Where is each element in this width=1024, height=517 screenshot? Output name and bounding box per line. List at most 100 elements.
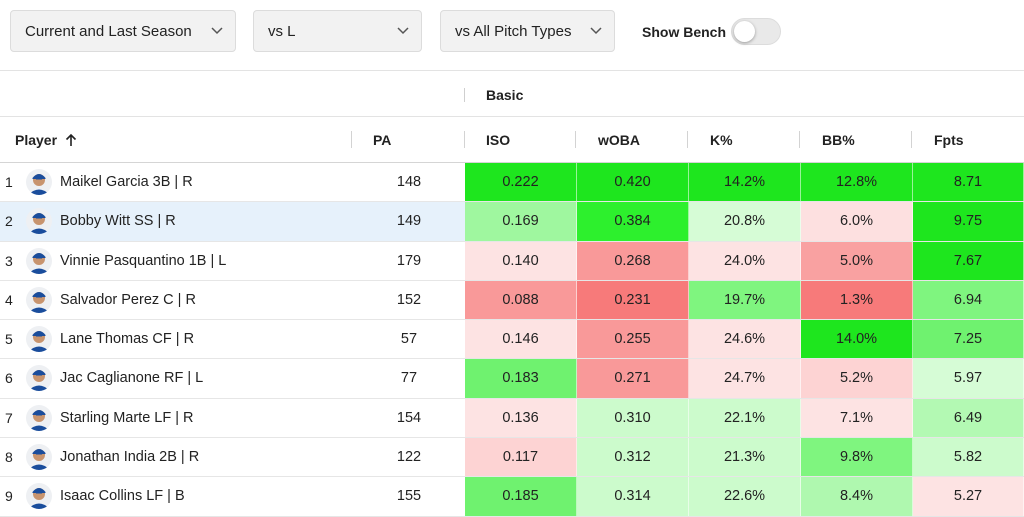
show-bench-label: Show Bench <box>642 24 727 40</box>
fpts-cell: 7.67 <box>913 241 1024 280</box>
fpts-cell: 7.25 <box>913 320 1024 359</box>
season-dropdown[interactable]: Current and Last Season <box>10 10 236 52</box>
bb-pct-cell: 7.1% <box>801 398 913 438</box>
pa-cell: 152 <box>396 291 422 308</box>
table-row[interactable]: 1 Maikel Garcia 3B | R 148 0.222 0.420 14.2% 1… <box>0 163 1024 203</box>
handedness-dropdown[interactable]: vs L <box>253 10 422 52</box>
column-separator <box>799 131 800 148</box>
iso-cell: 0.117 <box>465 438 577 477</box>
k-pct-cell: 24.7% <box>689 359 801 398</box>
handedness-dropdown-label: vs L <box>268 22 296 40</box>
player-name[interactable]: Isaac Collins LF | B <box>60 488 185 505</box>
column-header-pa[interactable]: PA <box>373 132 392 148</box>
column-header-woba[interactable]: wOBA <box>598 132 640 148</box>
fpts-cell: 5.97 <box>913 359 1024 398</box>
column-separator <box>575 131 576 148</box>
iso-cell: 0.088 <box>465 280 577 320</box>
fpts-cell: 5.27 <box>913 477 1024 516</box>
table-row[interactable]: 2 Bobby Witt SS | R 149 0.169 0.384 20.8% 6.0%… <box>0 202 1024 242</box>
table-row[interactable]: 4 Salvador Perez C | R 152 0.088 0.231 19.7% 1… <box>0 280 1024 321</box>
player-headshot-icon <box>26 169 52 195</box>
player-headshot-icon <box>26 326 52 353</box>
player-name[interactable]: Jonathan India 2B | R <box>60 449 200 466</box>
column-header-bb-pct[interactable]: BB% <box>822 132 855 148</box>
player-name[interactable]: Vinnie Pasquantino 1B | L <box>60 252 227 269</box>
iso-cell: 0.222 <box>465 163 577 202</box>
column-group-header: Basic <box>0 70 1024 117</box>
woba-cell: 0.384 <box>577 202 689 241</box>
player-name[interactable]: Bobby Witt SS | R <box>60 213 176 230</box>
player-name[interactable]: Salvador Perez C | R <box>60 291 196 308</box>
player-headshot-icon <box>26 365 52 392</box>
stats-table: Basic Player PA ISO wOBA K% BB% Fpts 1 Ma… <box>0 70 1024 517</box>
rank-number: 4 <box>5 291 13 308</box>
show-bench-toggle[interactable] <box>731 18 781 45</box>
table-row[interactable]: 5 Lane Thomas CF | R 57 0.146 0.255 24.6% 14.0… <box>0 320 1024 360</box>
toggle-knob <box>734 21 755 42</box>
k-pct-cell: 22.6% <box>689 477 801 516</box>
pa-cell: 179 <box>396 252 422 269</box>
iso-cell: 0.136 <box>465 398 577 438</box>
arrow-up-icon <box>65 133 77 146</box>
bb-pct-cell: 6.0% <box>801 202 913 241</box>
player-info: 6 Jac Caglianone RF | L 77 <box>0 359 465 397</box>
iso-cell: 0.140 <box>465 241 577 280</box>
rank-number: 8 <box>5 449 13 466</box>
bb-pct-cell: 1.3% <box>801 280 913 320</box>
filter-toolbar: Current and Last Season vs L vs All Pitc… <box>0 0 1024 70</box>
fpts-cell: 9.75 <box>913 202 1024 241</box>
player-headshot-icon <box>26 208 52 235</box>
player-info: 4 Salvador Perez C | R 152 <box>0 281 465 319</box>
column-header-player[interactable]: Player <box>15 132 77 148</box>
woba-cell: 0.231 <box>577 280 689 320</box>
column-separator <box>464 131 465 148</box>
pa-cell: 122 <box>396 449 422 466</box>
rank-number: 6 <box>5 370 13 387</box>
column-header-iso[interactable]: ISO <box>486 132 511 148</box>
chevron-down-icon <box>211 27 223 35</box>
fpts-cell: 8.71 <box>913 163 1024 202</box>
rank-number: 5 <box>5 331 13 348</box>
column-separator <box>351 131 352 148</box>
table-row[interactable]: 6 Jac Caglianone RF | L 77 0.183 0.271 24.7% 5… <box>0 359 1024 399</box>
player-headshot-icon <box>26 286 52 313</box>
pitch-type-dropdown[interactable]: vs All Pitch Types <box>440 10 615 52</box>
woba-cell: 0.420 <box>577 163 689 202</box>
table-row[interactable]: 3 Vinnie Pasquantino 1B | L 179 0.140 0.268 2… <box>0 241 1024 281</box>
bb-pct-cell: 9.8% <box>801 438 913 477</box>
k-pct-cell: 21.3% <box>689 438 801 477</box>
player-name[interactable]: Lane Thomas CF | R <box>60 331 195 348</box>
column-header-player-label: Player <box>15 132 58 148</box>
player-info: 1 Maikel Garcia 3B | R 148 <box>0 163 465 201</box>
iso-cell: 0.185 <box>465 477 577 516</box>
k-pct-cell: 20.8% <box>689 202 801 241</box>
pa-cell: 148 <box>396 174 422 190</box>
pa-cell: 155 <box>396 488 422 505</box>
column-separator <box>911 131 912 148</box>
player-info: 9 Isaac Collins LF | B 155 <box>0 477 465 515</box>
table-row[interactable]: 7 Starling Marte LF | R 154 0.136 0.310 22.1%… <box>0 398 1024 439</box>
column-header-k-pct[interactable]: K% <box>710 132 733 148</box>
group-label-basic: Basic <box>486 87 524 103</box>
player-headshot-icon <box>26 404 52 431</box>
column-header-row: Player PA ISO wOBA K% BB% Fpts <box>0 117 1024 163</box>
woba-cell: 0.271 <box>577 359 689 398</box>
table-row[interactable]: 9 Isaac Collins LF | B 155 0.185 0.314 22.6% 8… <box>0 477 1024 517</box>
table-row[interactable]: 8 Jonathan India 2B | R 122 0.117 0.312 21.3%… <box>0 438 1024 478</box>
bb-pct-cell: 5.2% <box>801 359 913 398</box>
woba-cell: 0.310 <box>577 398 689 438</box>
rank-number: 9 <box>5 488 13 505</box>
player-headshot-icon <box>26 444 52 471</box>
pa-cell: 149 <box>396 213 422 230</box>
bb-pct-cell: 8.4% <box>801 477 913 516</box>
player-name[interactable]: Starling Marte LF | R <box>60 409 194 426</box>
player-info: 2 Bobby Witt SS | R 149 <box>0 202 465 241</box>
player-name[interactable]: Jac Caglianone RF | L <box>60 370 204 387</box>
column-separator <box>687 131 688 148</box>
player-name[interactable]: Maikel Garcia 3B | R <box>60 174 193 190</box>
rank-number: 3 <box>5 252 13 269</box>
pa-cell: 154 <box>396 409 422 426</box>
player-headshot-icon <box>26 483 52 510</box>
k-pct-cell: 14.2% <box>689 163 801 202</box>
column-header-fpts[interactable]: Fpts <box>934 132 964 148</box>
